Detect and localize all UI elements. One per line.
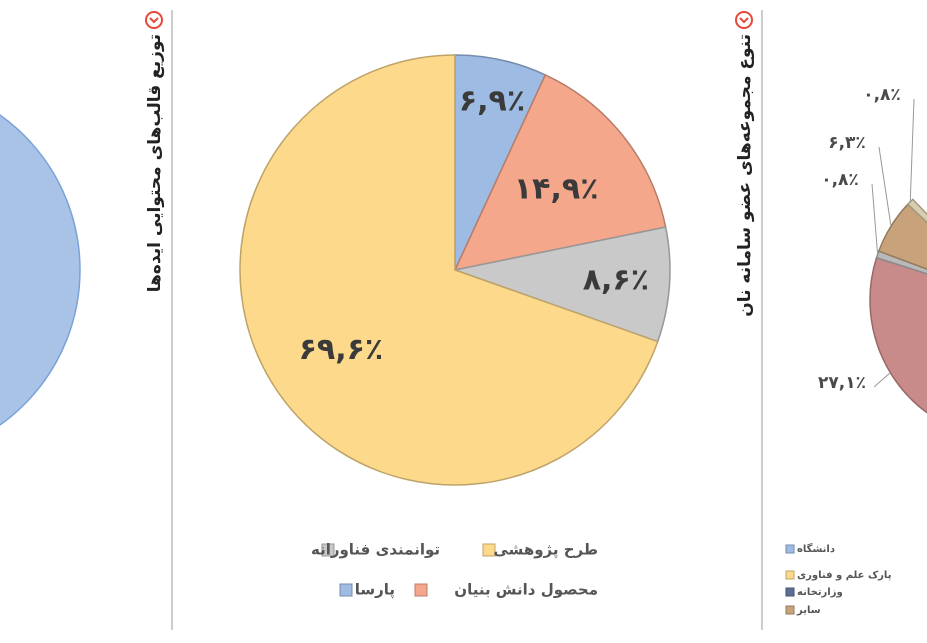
legend-label: محصول دانش بنیان: [454, 581, 598, 599]
pie-slice: [869, 256, 927, 414]
leader-line: [871, 183, 879, 255]
data-label: ۱۴,۹٪: [514, 171, 599, 206]
legend-swatch: [785, 587, 795, 597]
legend-swatch: [482, 543, 496, 557]
legend-swatch: [414, 583, 428, 597]
leader-line: [873, 372, 891, 388]
data-label: ۶,۹٪: [459, 84, 525, 119]
legend-label: دانشگاه: [797, 542, 835, 555]
legend-label: پارک علم و فناوری: [797, 570, 892, 581]
legend-swatch: [321, 543, 335, 557]
leader-line: [909, 98, 915, 202]
data-label: ۲۷,۱٪: [818, 373, 866, 393]
chevron-icon: [145, 11, 163, 29]
pie-slice: [239, 54, 659, 486]
data-label: ۸,۶٪: [583, 263, 649, 298]
legend-swatch: [785, 570, 795, 580]
data-label: ۰,۸٪: [863, 85, 901, 105]
legend-swatch: [339, 583, 353, 597]
legend-swatch: [785, 544, 795, 554]
pie-slice: [452, 226, 671, 343]
leader-line: [878, 146, 892, 227]
legend-label: سایر: [796, 605, 821, 616]
data-label: ۶,۳٪: [828, 133, 866, 153]
pie-slice: [453, 73, 667, 272]
data-label: ۶۹,۶٪: [299, 332, 384, 367]
chart-title: توزیع قالب‌های محتوایی ایده‌ها: [145, 34, 165, 292]
legend-label: طرح پژوهشی: [493, 541, 598, 560]
data-label: ۰,۸٪: [821, 170, 859, 190]
chart-title: تنوع مجموعه‌های عضو سامانه نان: [735, 34, 755, 317]
chevron-icon: [735, 11, 753, 29]
legend-label: وزارتخانه: [797, 587, 843, 598]
legend-label: پارسا: [355, 581, 395, 600]
legend-label: توانمندی فناورانه: [311, 541, 440, 559]
legend-swatch: [785, 605, 795, 615]
cropped-pie: [0, 114, 81, 426]
